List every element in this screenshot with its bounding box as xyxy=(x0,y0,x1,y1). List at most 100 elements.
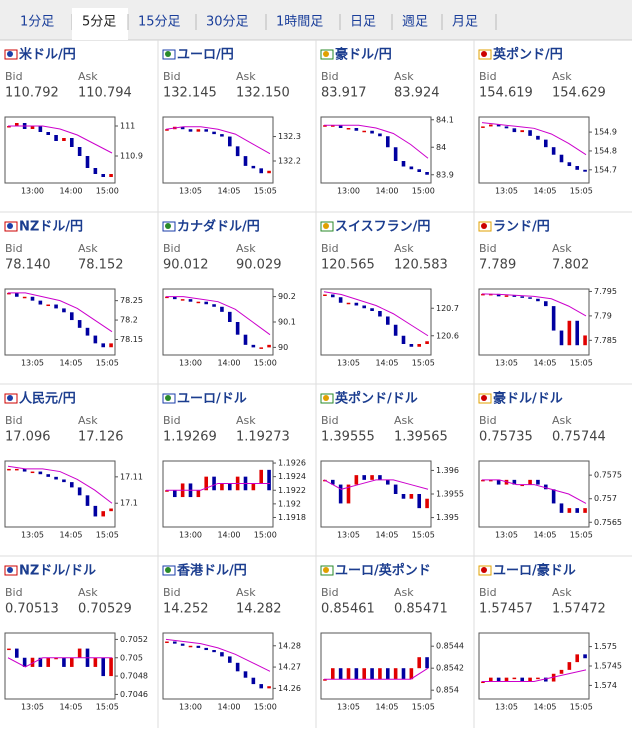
flag-icon-dot xyxy=(165,223,171,229)
tab[interactable]: 月足 xyxy=(452,15,478,30)
candle-body xyxy=(488,124,493,127)
candle-body xyxy=(69,657,74,667)
y-tick-label: 1.396 xyxy=(436,466,459,475)
candle-body xyxy=(512,128,517,133)
moving-average xyxy=(165,638,271,672)
ask-label: Ask xyxy=(394,242,414,255)
candle-body xyxy=(346,484,351,504)
candle-body xyxy=(567,320,572,346)
ask-value: 78.152 xyxy=(78,258,124,273)
candle-body xyxy=(172,641,177,644)
candle-body xyxy=(165,296,169,299)
candle-body xyxy=(93,335,98,344)
y-tick-label: 0.7046 xyxy=(120,690,148,699)
candle-body xyxy=(323,294,327,296)
candle-body xyxy=(243,156,248,166)
candle-body xyxy=(227,311,232,322)
candle-body xyxy=(504,295,509,297)
pair-title: NZドル/円 xyxy=(19,220,83,235)
tab[interactable]: 週足 xyxy=(402,15,428,30)
x-tick-label: 13:05 xyxy=(495,187,518,196)
x-tick-label: 13:05 xyxy=(179,187,202,196)
candle-body xyxy=(251,344,256,348)
bid-label: Bid xyxy=(163,414,181,427)
y-tick-label: 84.1 xyxy=(436,115,454,124)
moving-average xyxy=(165,126,271,155)
candle-body xyxy=(559,669,564,674)
flag-icon-dot xyxy=(7,395,13,401)
ask-value: 7.802 xyxy=(552,258,589,273)
flag-icon-dot xyxy=(323,223,329,229)
pair-title: ランド/円 xyxy=(493,220,550,235)
candle-body xyxy=(378,475,382,480)
x-tick-label: 15:05 xyxy=(412,359,435,368)
candle-body xyxy=(38,300,43,305)
y-tick-label: 78.15 xyxy=(120,335,143,344)
tab[interactable]: 30分足 xyxy=(206,15,249,30)
flag-icon-dot xyxy=(323,51,329,57)
x-tick-label: 15:05 xyxy=(570,703,593,712)
x-tick-label: 15:00 xyxy=(254,531,277,540)
bid-label: Bid xyxy=(321,586,339,599)
x-tick-label: 13:00 xyxy=(21,187,44,196)
chart-frame xyxy=(320,288,432,356)
candle-body xyxy=(188,299,193,302)
flag-icon-dot xyxy=(481,223,487,229)
y-tick-label: 0.7052 xyxy=(120,635,148,644)
tab-selected-bg xyxy=(72,8,128,40)
candle-body xyxy=(528,479,532,485)
candle-body xyxy=(496,677,501,682)
candle-body xyxy=(259,168,264,174)
candle-body xyxy=(54,304,58,309)
candle-body xyxy=(7,468,11,471)
candle-body xyxy=(583,654,587,659)
candle-body xyxy=(385,479,390,485)
candle-body xyxy=(259,347,264,349)
tab[interactable]: 15分足 xyxy=(138,15,181,30)
candle-body xyxy=(93,657,98,667)
candle-body xyxy=(481,126,485,128)
ask-value: 0.70529 xyxy=(78,602,132,617)
x-tick-label: 14:05 xyxy=(375,359,398,368)
candle-body xyxy=(212,131,216,135)
candle-body xyxy=(101,174,106,177)
candle-body xyxy=(77,147,82,156)
tab[interactable]: 1時間足 xyxy=(276,15,323,30)
candle-body xyxy=(346,128,351,130)
candle-body xyxy=(393,484,398,494)
x-tick-label: 14:05 xyxy=(217,187,240,196)
candle-body xyxy=(488,293,493,296)
candle-body xyxy=(165,641,169,644)
tab[interactable]: 1分足 xyxy=(20,15,54,30)
candle-body xyxy=(54,657,58,660)
candle-body xyxy=(46,304,51,307)
tab[interactable]: 5分足 xyxy=(82,15,116,30)
bid-value: 17.096 xyxy=(5,430,51,445)
x-tick-label: 14:00 xyxy=(217,703,240,712)
y-tick-label: 1.1918 xyxy=(278,513,306,522)
x-tick-label: 15:05 xyxy=(570,187,593,196)
candle-body xyxy=(243,671,248,678)
candle-body xyxy=(496,124,501,127)
candle-body xyxy=(77,320,82,328)
moving-average xyxy=(481,122,587,156)
candle-body xyxy=(196,129,201,132)
candle-body xyxy=(481,479,485,482)
bid-value: 14.252 xyxy=(163,602,209,617)
candle-body xyxy=(212,304,216,307)
candle-body xyxy=(385,136,390,148)
y-tick-label: 7.795 xyxy=(594,287,617,296)
candle-body xyxy=(172,490,177,498)
x-tick-label: 13:00 xyxy=(337,187,360,196)
candle-body xyxy=(227,483,232,491)
candle-body xyxy=(212,476,216,491)
moving-average xyxy=(8,292,113,333)
candle-body xyxy=(512,295,517,297)
bid-value: 0.75735 xyxy=(479,430,533,445)
candle-body xyxy=(30,657,35,667)
x-tick-label: 15:00 xyxy=(96,187,119,196)
moving-average xyxy=(324,124,429,159)
candle-body xyxy=(220,483,224,491)
bid-label: Bid xyxy=(163,242,181,255)
tab[interactable]: 日足 xyxy=(350,15,376,30)
